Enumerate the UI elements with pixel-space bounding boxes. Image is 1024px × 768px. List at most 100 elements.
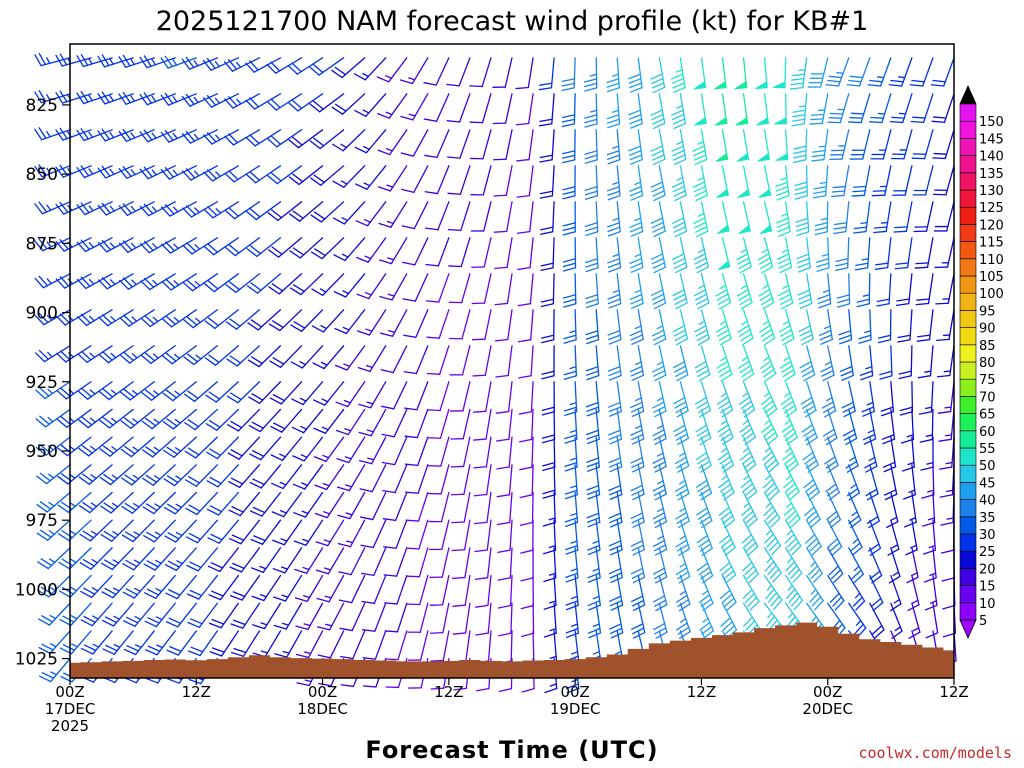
- wind-barb: [225, 309, 261, 330]
- wind-barb: [160, 129, 197, 143]
- wind-barb: [814, 201, 829, 236]
- wind-barb: [842, 408, 858, 446]
- wind-barb: [517, 273, 534, 307]
- x-tick-label: 17DEC: [45, 700, 96, 718]
- wind-barb: [608, 547, 623, 584]
- wind-barb: [806, 574, 824, 611]
- colorbar-swatch: [959, 533, 977, 552]
- wind-barb: [760, 345, 777, 382]
- wind-barb: [717, 237, 731, 271]
- wind-barb: [185, 491, 218, 516]
- wind-barb: [181, 165, 218, 181]
- colorbar-tick-label: 110: [979, 253, 1004, 268]
- wind-barb: [777, 273, 794, 310]
- wind-barb: [34, 127, 71, 141]
- wind-barb: [160, 92, 197, 106]
- wind-barb: [585, 408, 600, 445]
- wind-barb: [758, 165, 772, 198]
- wind-barb: [693, 273, 710, 310]
- wind-barb: [775, 129, 789, 161]
- wind-barb: [650, 237, 666, 274]
- colorbar-tick-label: 65: [979, 408, 996, 423]
- wind-barb: [562, 237, 577, 272]
- colorbar-swatch: [959, 550, 977, 569]
- wind-barb: [826, 491, 842, 529]
- wind-barb: [607, 309, 622, 345]
- wind-barb: [515, 93, 534, 126]
- wind-barb: [249, 491, 282, 517]
- wind-barb: [908, 602, 921, 639]
- wind-barb: [163, 491, 197, 515]
- wind-barb: [295, 602, 324, 631]
- wind-barb: [404, 408, 429, 439]
- wind-barb: [332, 165, 366, 188]
- wind-barb: [699, 602, 715, 639]
- wind-barb: [933, 201, 955, 232]
- wind-barb: [427, 408, 450, 439]
- wind-barb: [469, 129, 492, 160]
- wind-barb: [183, 309, 218, 329]
- wind-barb: [428, 464, 450, 495]
- wind-barb: [184, 436, 218, 459]
- wind-barb: [378, 201, 408, 228]
- wind-barb: [836, 273, 851, 308]
- wind-barb: [383, 519, 408, 549]
- wind-barb: [164, 519, 197, 543]
- wind-barb: [563, 345, 578, 380]
- wind-barb: [473, 436, 492, 469]
- colorbar-swatch: [959, 258, 977, 277]
- site-credit[interactable]: coolwx.com/models: [858, 744, 1012, 762]
- wind-barb: [449, 309, 471, 340]
- wind-barb: [336, 436, 366, 464]
- wind-barb: [97, 54, 134, 68]
- wind-barb: [405, 519, 429, 550]
- wind-barb: [716, 165, 729, 198]
- colorbar-swatch: [959, 310, 977, 328]
- wind-barb: [784, 574, 804, 611]
- wind-barb: [816, 237, 830, 272]
- wind-barb: [57, 464, 92, 485]
- wind-barb: [118, 201, 155, 216]
- wind-barb: [399, 57, 429, 85]
- wind-barb: [890, 602, 903, 639]
- wind-barb: [38, 630, 71, 655]
- wind-barb: [903, 464, 916, 500]
- wind-barb: [889, 574, 902, 612]
- wind-barb: [140, 309, 176, 328]
- wind-barb: [587, 519, 601, 556]
- colorbar-swatch: [959, 172, 977, 191]
- wind-barb: [267, 201, 303, 222]
- wind-barb: [100, 547, 134, 571]
- wind-barb: [561, 129, 576, 164]
- wind-barb: [838, 309, 853, 345]
- y-tick-label: 875: [26, 234, 58, 254]
- wind-barb: [652, 574, 668, 612]
- wind-barb: [426, 345, 450, 375]
- wind-barb: [586, 464, 601, 500]
- wind-barb: [144, 602, 176, 628]
- wind-barb: [97, 128, 134, 142]
- wind-barb: [870, 129, 892, 160]
- wind-barb: [407, 602, 429, 633]
- wind-barb: [495, 345, 513, 378]
- colorbar-tick-label: 130: [979, 184, 1004, 199]
- y-tick-label: 900: [26, 304, 58, 324]
- colorbar-tick-label: 25: [979, 545, 996, 560]
- wind-barb: [186, 574, 218, 600]
- wind-barb: [892, 165, 913, 196]
- wind-barb: [608, 408, 623, 445]
- wind-barb: [333, 237, 366, 262]
- colorbar-tick-label: 115: [979, 236, 1004, 251]
- wind-barb: [98, 345, 134, 364]
- wind-barb: [181, 93, 218, 107]
- wind-barb: [756, 93, 769, 126]
- wind-barb: [77, 345, 113, 363]
- wind-barb: [34, 345, 71, 363]
- wind-barb: [204, 273, 240, 293]
- wind-barb: [377, 129, 408, 156]
- wind-barb: [739, 436, 757, 473]
- wind-barb: [224, 129, 261, 146]
- wind-barb: [293, 491, 324, 518]
- wind-barb: [447, 201, 471, 232]
